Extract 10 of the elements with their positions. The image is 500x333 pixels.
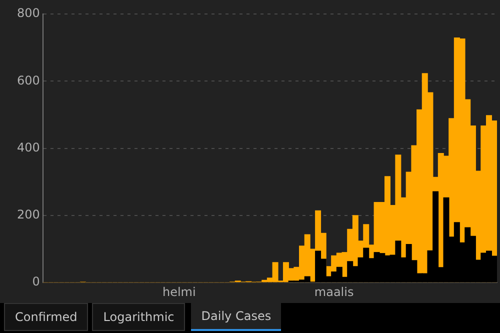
- x-tick-label: maalis: [314, 284, 354, 299]
- y-tick-label: 600: [17, 73, 40, 88]
- y-tick-label: 200: [17, 208, 40, 222]
- y-tick-label: 0: [32, 274, 40, 289]
- text: Confirmed: [4, 303, 88, 331]
- text: Daily Cases: [191, 303, 282, 331]
- x-tick-label: helmi: [162, 284, 196, 299]
- y-tick-label: 400: [17, 140, 40, 154]
- y-tick-label: 800: [17, 6, 40, 20]
- text: Logarithmic: [92, 303, 186, 331]
